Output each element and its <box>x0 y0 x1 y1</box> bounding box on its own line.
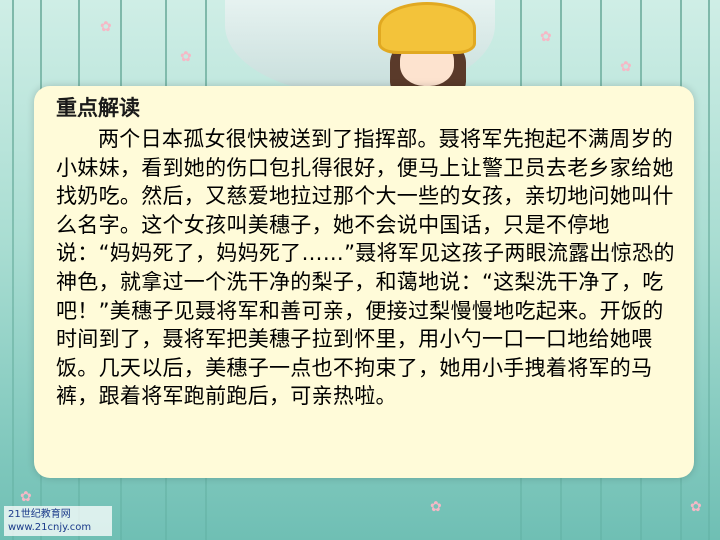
blossom-icon: ✿ <box>20 489 32 505</box>
reading-panel: 重点解读 两个日本孤女很快被送到了指挥部。聂将军先抱起不满周岁的小妹妹，看到她的… <box>34 86 694 478</box>
watermark-line-1: 21世纪教育网 <box>8 509 71 520</box>
blossom-icon: ✿ <box>690 499 702 515</box>
watermark-line-2: www.21cnjy.com <box>8 522 92 533</box>
blossom-icon: ✿ <box>180 49 192 65</box>
willow-branch <box>12 0 14 540</box>
straw-hat-icon <box>378 2 476 54</box>
willow-branch <box>708 0 710 540</box>
blossom-icon: ✿ <box>100 19 112 35</box>
blossom-icon: ✿ <box>430 499 442 515</box>
panel-body-text: 两个日本孤女很快被送到了指挥部。聂将军先抱起不满周岁的小妹妹，看到她的伤口包扎得… <box>56 127 675 409</box>
panel-title: 重点解读 <box>56 96 140 120</box>
site-watermark: 21世纪教育网 www.21cnjy.com <box>4 506 112 536</box>
blossom-icon: ✿ <box>620 59 632 75</box>
blossom-icon: ✿ <box>540 29 552 45</box>
